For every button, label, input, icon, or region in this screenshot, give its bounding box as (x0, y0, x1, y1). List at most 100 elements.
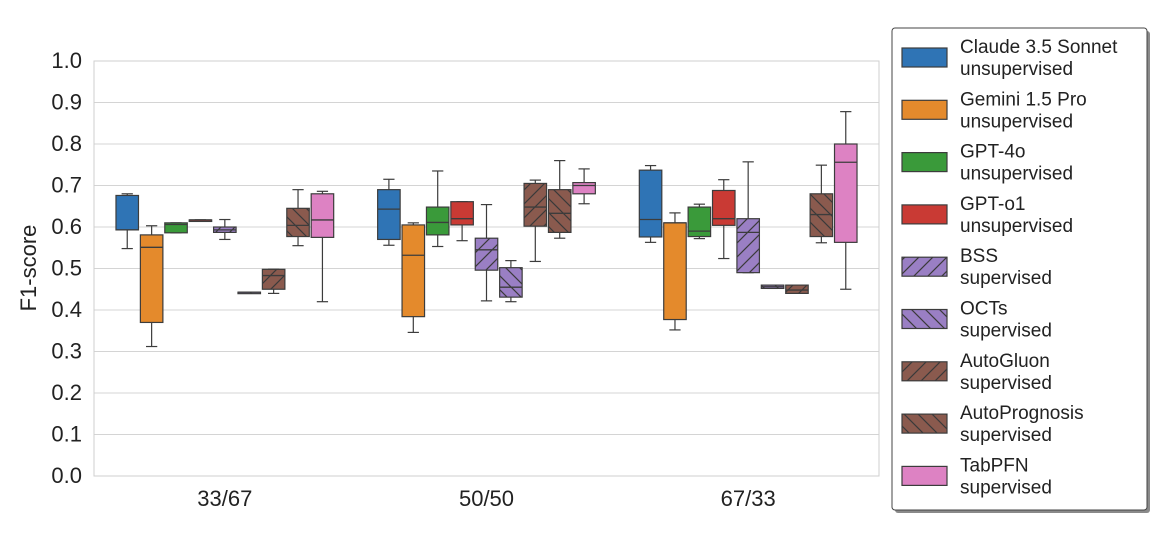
box-body (833, 143, 858, 243)
box-gemini-1-5-pro-67-33 (663, 212, 687, 331)
box-body (139, 234, 164, 324)
box-body (115, 194, 140, 231)
box-body (450, 201, 474, 226)
x-tick-label: 50/50 (459, 486, 514, 511)
box-body (261, 268, 286, 290)
legend-swatch (901, 465, 948, 486)
box-body (638, 169, 663, 238)
box-body (736, 218, 761, 274)
box-gemini-1-5-pro-50-50 (401, 222, 426, 334)
box-body (547, 189, 572, 233)
legend-label-name: TabPFN (960, 455, 1029, 476)
y-tick-label: 0.3 (51, 339, 82, 364)
legend-label-name: AutoPrognosis (960, 403, 1084, 424)
box-body (401, 224, 426, 318)
legend-label-mode: supervised (960, 321, 1052, 342)
box-body (286, 207, 310, 238)
box-body (425, 206, 450, 236)
box-gpt-4o-50-50 (425, 170, 450, 248)
box-claude-3-5-sonnet-67-33 (638, 164, 663, 243)
legend-label-name: GPT-o1 (960, 194, 1025, 215)
box-body (377, 189, 401, 241)
box-claude-3-5-sonnet-33-67 (115, 193, 140, 250)
box-body (572, 181, 596, 195)
plot-frame (93, 60, 880, 477)
y-tick-label: 0.0 (51, 463, 82, 488)
box-tabpfn-50-50 (572, 168, 596, 205)
box-octs-50-50 (499, 260, 523, 303)
box-claude-3-5-sonnet-50-50 (377, 178, 401, 246)
legend-label-mode: supervised (960, 268, 1052, 289)
box-body (523, 182, 548, 227)
box-body (711, 189, 736, 226)
box-autoprognosis-50-50 (547, 160, 572, 239)
legend-label-mode: unsupervised (960, 59, 1073, 80)
box-gemini-1-5-pro-33-67 (139, 225, 164, 348)
y-tick-label: 0.7 (51, 173, 82, 198)
box-autogluon-50-50 (523, 179, 548, 263)
box-octs-67-33 (760, 284, 785, 290)
y-tick-label: 0.9 (51, 90, 82, 115)
y-tick-label: 0.1 (51, 422, 82, 447)
box-tabpfn-67-33 (833, 111, 858, 290)
box-gpt-o1-50-50 (450, 201, 474, 242)
box-bss-67-33 (736, 161, 761, 274)
box-gpt-4o-67-33 (687, 203, 712, 240)
legend-label-mode: unsupervised (960, 216, 1073, 237)
y-tick-label: 0.6 (51, 214, 82, 239)
box-body (310, 193, 335, 238)
box-autoprognosis-33-67 (286, 189, 310, 247)
legend-label-name: Gemini 1.5 Pro (960, 89, 1087, 110)
legend-frame (891, 27, 1148, 511)
legend-label-mode: unsupervised (960, 164, 1073, 185)
box-octs-33-67 (237, 291, 262, 295)
y-tick-label: 0.8 (51, 131, 82, 156)
box-tabpfn-33-67 (310, 190, 335, 303)
box-gpt-o1-33-67 (188, 219, 213, 223)
legend-label-name: BSS (960, 246, 998, 267)
box-body (663, 222, 687, 321)
box-body (164, 222, 188, 234)
legend-swatch (901, 361, 948, 382)
axes: 0.0 0.1 0.2 0.3 0.4 0.5 0.6 0.7 0.8 0.9 1.0 33/67 50… (51, 48, 775, 511)
y-axis-label: F1-score (16, 225, 41, 312)
y-tick-label: 0.2 (51, 380, 82, 405)
legend-label-name: OCTs (960, 299, 1008, 320)
legend-swatch (901, 256, 948, 277)
box-gpt-4o-33-67 (164, 222, 188, 234)
box-body (785, 284, 809, 295)
legend-swatch (901, 413, 948, 434)
y-tick-label: 0.5 (51, 256, 82, 281)
y-tick-label: 1.0 (51, 48, 82, 73)
box-autogluon-67-33 (785, 284, 809, 295)
box-autogluon-33-67 (261, 268, 286, 294)
legend-label-name: GPT-4o (960, 142, 1025, 163)
legend-swatch (901, 204, 948, 225)
legend-label-mode: supervised (960, 425, 1052, 446)
legend-label-name: AutoGluon (960, 351, 1050, 372)
legend-label-mode: supervised (960, 373, 1052, 394)
x-tick-label: 67/33 (721, 486, 776, 511)
legend-label-mode: supervised (960, 477, 1052, 498)
y-tick-label: 0.4 (51, 297, 82, 322)
box-bss-33-67 (212, 218, 237, 241)
boxes (115, 111, 858, 348)
box-body (687, 206, 712, 238)
box-gpt-o1-67-33 (711, 179, 736, 260)
legend-label-mode: unsupervised (960, 111, 1073, 132)
box-bss-50-50 (474, 203, 499, 302)
box-body (499, 267, 523, 298)
legend-swatch (901, 308, 948, 330)
legend-swatch (901, 47, 948, 68)
